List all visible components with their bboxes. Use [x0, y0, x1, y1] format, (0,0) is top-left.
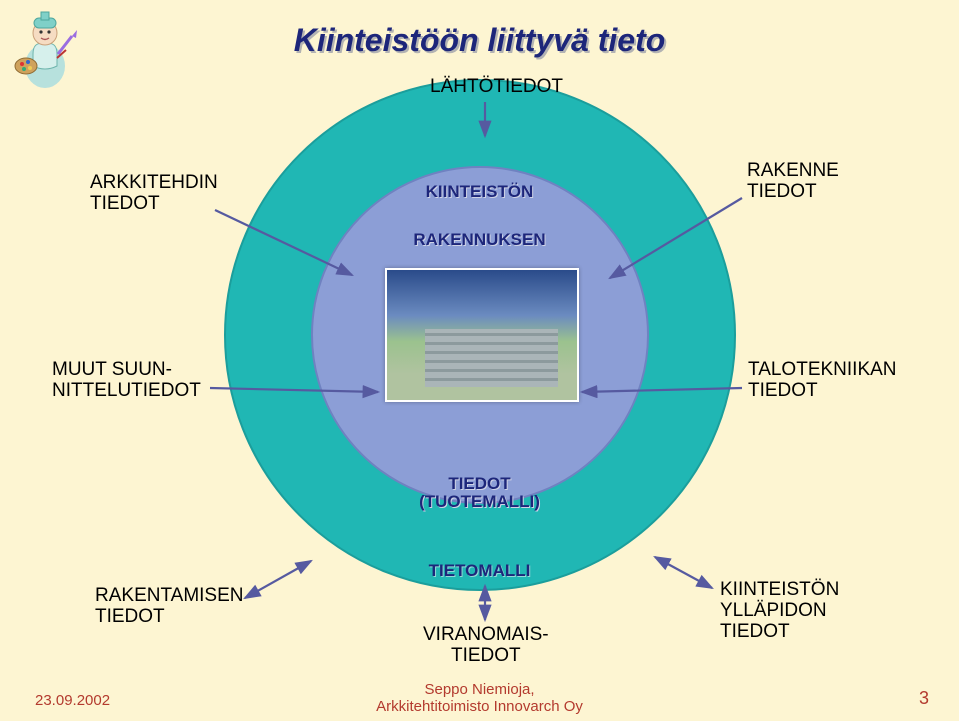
inner-label-rakennuksen: RAKENNUKSEN RAKENNUKSEN — [0, 230, 959, 250]
label-viranomais: VIRANOMAIS- TIEDOT — [423, 625, 549, 667]
label-talo: TALOTEKNIIKAN TIEDOT — [748, 360, 897, 402]
diagram: KIINTEISTÖN KIINTEISTÖN RAKENNUKSEN RAKE… — [0, 60, 959, 670]
title-text: Kiinteistöön liittyvä tieto — [0, 22, 959, 59]
label-rakenne: RAKENNE TIEDOT — [747, 161, 839, 203]
label-rakentamisen: RAKENTAMISEN TIEDOT — [95, 586, 244, 628]
label-muut: MUUT SUUN- NITTELUTIEDOT — [52, 360, 201, 402]
label-yllapito: KIINTEISTÖN YLLÄPIDON TIEDOT — [720, 580, 839, 643]
inner-label-tietomalli: TIETOMALLI TIETOMALLI — [0, 561, 959, 581]
label-arkkitehdin: ARKKITEHDIN TIEDOT — [90, 173, 218, 215]
slide-title: Kiinteistöön liittyvä tieto Kiinteistöön… — [0, 22, 959, 59]
center-photo — [385, 268, 579, 402]
footer-page: 3 — [919, 688, 929, 709]
slide: Kiinteistöön liittyvä tieto Kiinteistöön… — [0, 0, 959, 721]
label-lahtotiedot: LÄHTÖTIEDOT — [430, 77, 563, 98]
inner-label-tuotemalli: TIEDOT TIEDOT (TUOTEMALLI) (TUOTEMALLI) — [0, 475, 959, 511]
footer-author: Seppo Niemioja, Arkkitehtitoimisto Innov… — [0, 681, 959, 716]
